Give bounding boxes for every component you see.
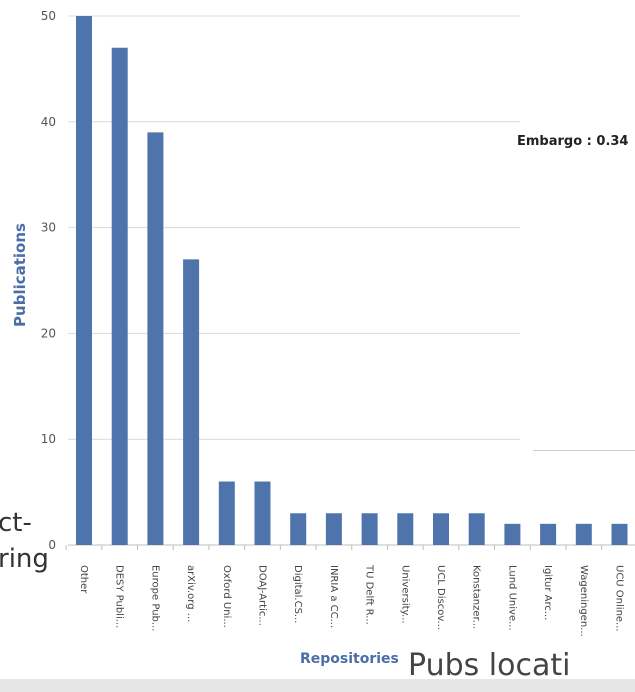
x-tick-label: UCU Online... bbox=[614, 565, 625, 632]
bar-10[interactable] bbox=[433, 513, 449, 545]
x-tick-label: Konstanzer... bbox=[471, 565, 482, 629]
pubs-location-fragment: Pubs locati bbox=[408, 648, 571, 683]
x-tick-label: DESY Publi... bbox=[114, 565, 125, 628]
bar-2[interactable] bbox=[147, 132, 164, 545]
x-tick-label: Oxford Uni... bbox=[221, 565, 232, 628]
x-tick-label: arXiv.org ... bbox=[185, 565, 196, 622]
bar-15[interactable] bbox=[611, 523, 628, 545]
bar-5[interactable] bbox=[254, 481, 271, 545]
x-tick-label: Other bbox=[78, 565, 89, 594]
bar-12[interactable] bbox=[504, 523, 521, 545]
x-axis-label: Repositories bbox=[300, 651, 399, 667]
left-text-fragment-bottom: ring bbox=[0, 544, 49, 574]
x-tick-label: Igitur Arc... bbox=[542, 565, 553, 620]
y-tick-label: 30 bbox=[41, 221, 56, 235]
bar-1[interactable] bbox=[111, 47, 128, 546]
bar-13[interactable] bbox=[540, 523, 557, 545]
left-text-fragment-top: ct- bbox=[0, 508, 32, 538]
bar-3[interactable] bbox=[183, 259, 200, 545]
bar-4[interactable] bbox=[218, 481, 235, 545]
y-tick-label: 0 bbox=[48, 538, 56, 552]
x-tick-label: University... bbox=[399, 565, 410, 624]
x-tick-label: DOAJ-Artic... bbox=[257, 565, 268, 626]
bar-6[interactable] bbox=[290, 513, 307, 545]
x-tick-label: TU Delft R... bbox=[364, 564, 375, 625]
x-tick-label: Lund Unive... bbox=[506, 565, 517, 631]
y-tick-label: 10 bbox=[41, 432, 56, 446]
x-tick-label: Europe Pub... bbox=[149, 565, 160, 631]
bar-9[interactable] bbox=[397, 513, 414, 545]
y-tick-label: 40 bbox=[41, 115, 56, 129]
bar-8[interactable] bbox=[361, 513, 378, 545]
x-tick-label: UCL Discov... bbox=[435, 565, 446, 630]
bar-14[interactable] bbox=[575, 523, 592, 545]
x-tick-label: Digital.CS... bbox=[292, 565, 303, 623]
embargo-line bbox=[533, 450, 635, 451]
y-axis-label: Publications bbox=[11, 223, 29, 327]
bottom-scroll-area bbox=[0, 679, 635, 692]
bar-11[interactable] bbox=[468, 513, 485, 545]
bar-0[interactable] bbox=[76, 16, 92, 545]
bar-7[interactable] bbox=[325, 513, 342, 545]
embargo-label: Embargo : 0.34 bbox=[517, 134, 629, 149]
y-tick-label: 50 bbox=[41, 9, 56, 23]
y-tick-label: 20 bbox=[41, 326, 56, 340]
x-tick-label: Wageningen... bbox=[578, 565, 589, 637]
x-tick-label: INRIA a CC... bbox=[328, 565, 339, 628]
